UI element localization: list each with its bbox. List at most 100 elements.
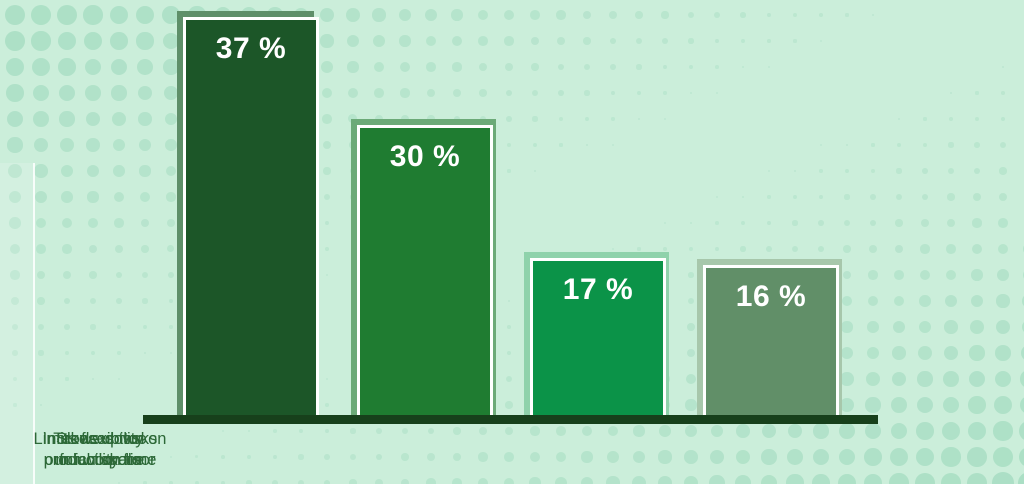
background-dot	[992, 472, 1014, 484]
background-dot	[686, 348, 696, 358]
background-dot	[325, 377, 329, 381]
background-dot	[868, 244, 878, 254]
background-dot	[346, 34, 360, 48]
background-dot	[64, 350, 70, 356]
category-line: much space	[55, 451, 145, 469]
background-dot	[1021, 319, 1024, 335]
background-dot	[112, 138, 126, 152]
background-dot	[39, 403, 43, 407]
background-dot	[895, 219, 903, 227]
background-dot	[62, 270, 72, 280]
background-dot	[974, 116, 980, 122]
background-dot	[426, 62, 436, 72]
background-dot	[996, 294, 1010, 308]
background-dot	[923, 117, 927, 121]
background-dot	[376, 428, 382, 434]
background-dot	[945, 269, 957, 281]
background-dot	[36, 244, 46, 254]
background-dot	[844, 194, 850, 200]
background-dot	[813, 423, 829, 439]
background-dot	[477, 9, 489, 21]
background-dot	[636, 90, 641, 95]
background-dot	[792, 194, 797, 199]
background-dot	[843, 219, 851, 227]
background-dot	[169, 455, 173, 459]
background-dot	[272, 454, 278, 460]
background-dot	[897, 143, 901, 147]
background-dot	[869, 219, 877, 227]
background-dot	[740, 38, 746, 44]
background-dot	[556, 426, 566, 436]
background-dot	[427, 115, 435, 123]
background-dot	[424, 8, 438, 22]
background-dot	[400, 478, 410, 484]
background-dot	[995, 319, 1011, 335]
background-dot	[683, 475, 699, 484]
background-dot	[533, 143, 537, 147]
background-dot	[57, 5, 77, 25]
background-dot	[505, 401, 513, 409]
background-dot	[221, 429, 225, 433]
background-dot	[325, 403, 329, 407]
background-dot	[787, 423, 803, 439]
background-dot	[1018, 472, 1024, 484]
background-dot	[531, 63, 539, 71]
background-dot	[891, 397, 907, 413]
background-dot	[584, 90, 590, 96]
background-dot	[505, 89, 513, 97]
background-dot	[841, 321, 853, 333]
background-dot	[658, 450, 672, 464]
background-dot	[88, 244, 98, 254]
background-dot	[863, 473, 883, 484]
background-dot	[845, 143, 849, 147]
background-dot	[117, 481, 121, 484]
background-dot	[400, 88, 410, 98]
background-dot	[916, 422, 934, 440]
background-dot	[531, 89, 539, 97]
background-dot	[89, 297, 97, 305]
background-dot	[117, 351, 121, 355]
background-dot	[65, 377, 69, 381]
background-dot	[37, 323, 45, 331]
background-dot	[1019, 421, 1024, 441]
background-dot	[946, 244, 956, 254]
background-dot	[971, 269, 983, 281]
background-dot	[323, 479, 331, 484]
background-dot	[323, 167, 331, 175]
background-dot	[842, 296, 852, 306]
background-dot	[662, 64, 668, 70]
background-dot	[967, 447, 987, 467]
background-dot	[34, 164, 48, 178]
background-dot	[166, 218, 176, 228]
background-dot	[688, 246, 694, 252]
background-dot	[33, 111, 49, 127]
background-dot	[10, 270, 20, 280]
background-dot	[323, 193, 330, 200]
background-dot	[735, 475, 751, 484]
background-dot	[687, 297, 695, 305]
background-dot	[766, 220, 772, 226]
background-dot	[554, 476, 567, 484]
background-dot	[922, 142, 928, 148]
background-dot	[350, 428, 356, 434]
background-dot	[843, 245, 851, 253]
background-dot	[37, 297, 45, 305]
category-label-increases-tasks: Increases tasks for workers	[0, 429, 200, 471]
background-dot	[111, 111, 126, 126]
background-dot	[556, 36, 566, 46]
background-dot	[220, 480, 226, 484]
background-dot	[529, 451, 541, 463]
background-dot	[349, 479, 357, 484]
background-dot	[636, 64, 642, 70]
background-dot	[715, 91, 719, 95]
background-dot	[812, 448, 830, 466]
background-dot	[33, 137, 49, 153]
background-dot	[32, 84, 50, 102]
background-dot	[142, 324, 147, 329]
background-dot	[477, 477, 489, 484]
background-dot	[791, 245, 799, 253]
background-dot	[890, 422, 908, 440]
background-dot	[920, 218, 929, 227]
background-dot	[761, 423, 777, 439]
background-dot	[715, 221, 719, 225]
